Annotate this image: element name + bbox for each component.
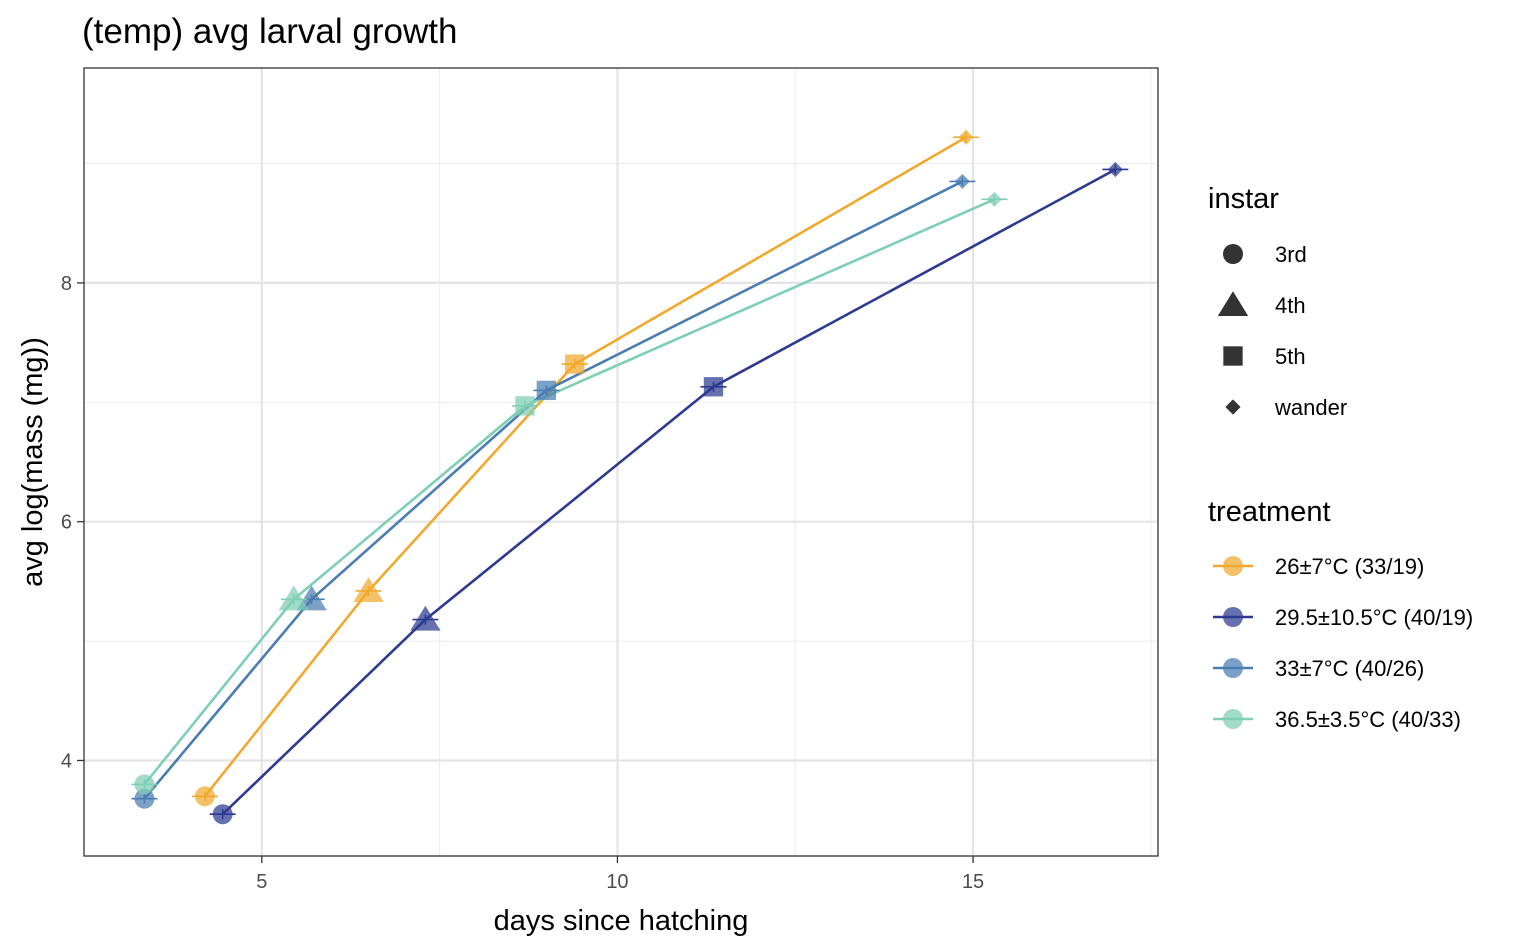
legend-treatment-label: 26±7°C (33/19): [1275, 554, 1424, 579]
legend-treatment: treatment 26±7°C (33/19) 29.5±10.5°C (40/…: [1208, 496, 1473, 732]
legend-instar: instar 3rd 4th 5th wander: [1208, 183, 1347, 420]
chart-title: (temp) avg larval growth: [82, 12, 457, 51]
legend-key-point: [1223, 658, 1243, 678]
x-tick-label: 10: [606, 871, 628, 893]
legend-key-point: [1223, 709, 1243, 729]
legend-instar-label: 3rd: [1275, 242, 1307, 267]
grid: [84, 68, 1158, 856]
series-line-2: [221, 168, 1116, 816]
x-axis-title: days since hatching: [494, 905, 749, 937]
y-tick-label: 4: [61, 750, 72, 772]
legend-instar-title: instar: [1208, 183, 1279, 215]
legend-instar-label: wander: [1274, 395, 1347, 420]
legend-treatment-label: 36.5±3.5°C (40/33): [1275, 707, 1461, 732]
legend-treatment-label: 29.5±10.5°C (40/19): [1275, 605, 1473, 630]
x-tick-label: 15: [962, 871, 984, 893]
legend-key-point: [1223, 607, 1243, 627]
x-tick-label: 5: [256, 871, 267, 893]
plot-border: [83, 67, 1159, 857]
series-line-1: [203, 136, 967, 798]
legend-key-square: [1223, 346, 1243, 366]
x-axis: 5 10 15: [256, 856, 984, 893]
series-line-3: [143, 180, 963, 800]
legend-treatment-label: 33±7°C (40/26): [1275, 656, 1424, 681]
legend-key-diamond: [1225, 399, 1241, 415]
legend-key-triangle: [1217, 291, 1249, 317]
y-axis: 4 6 8: [61, 273, 84, 772]
y-tick-label: 8: [61, 273, 72, 295]
y-tick-label: 6: [61, 512, 72, 534]
series-points: [131, 129, 1129, 825]
y-axis-title: avg log(mass (mg)): [17, 337, 49, 587]
legend-treatment-title: treatment: [1208, 496, 1331, 528]
legend-instar-label: 4th: [1275, 293, 1306, 318]
legend-instar-label: 5th: [1275, 344, 1306, 369]
series-line-4: [143, 198, 995, 786]
series-lines: [143, 136, 1116, 816]
legend-key-point: [1223, 556, 1243, 576]
legend-key-circle: [1223, 244, 1243, 264]
